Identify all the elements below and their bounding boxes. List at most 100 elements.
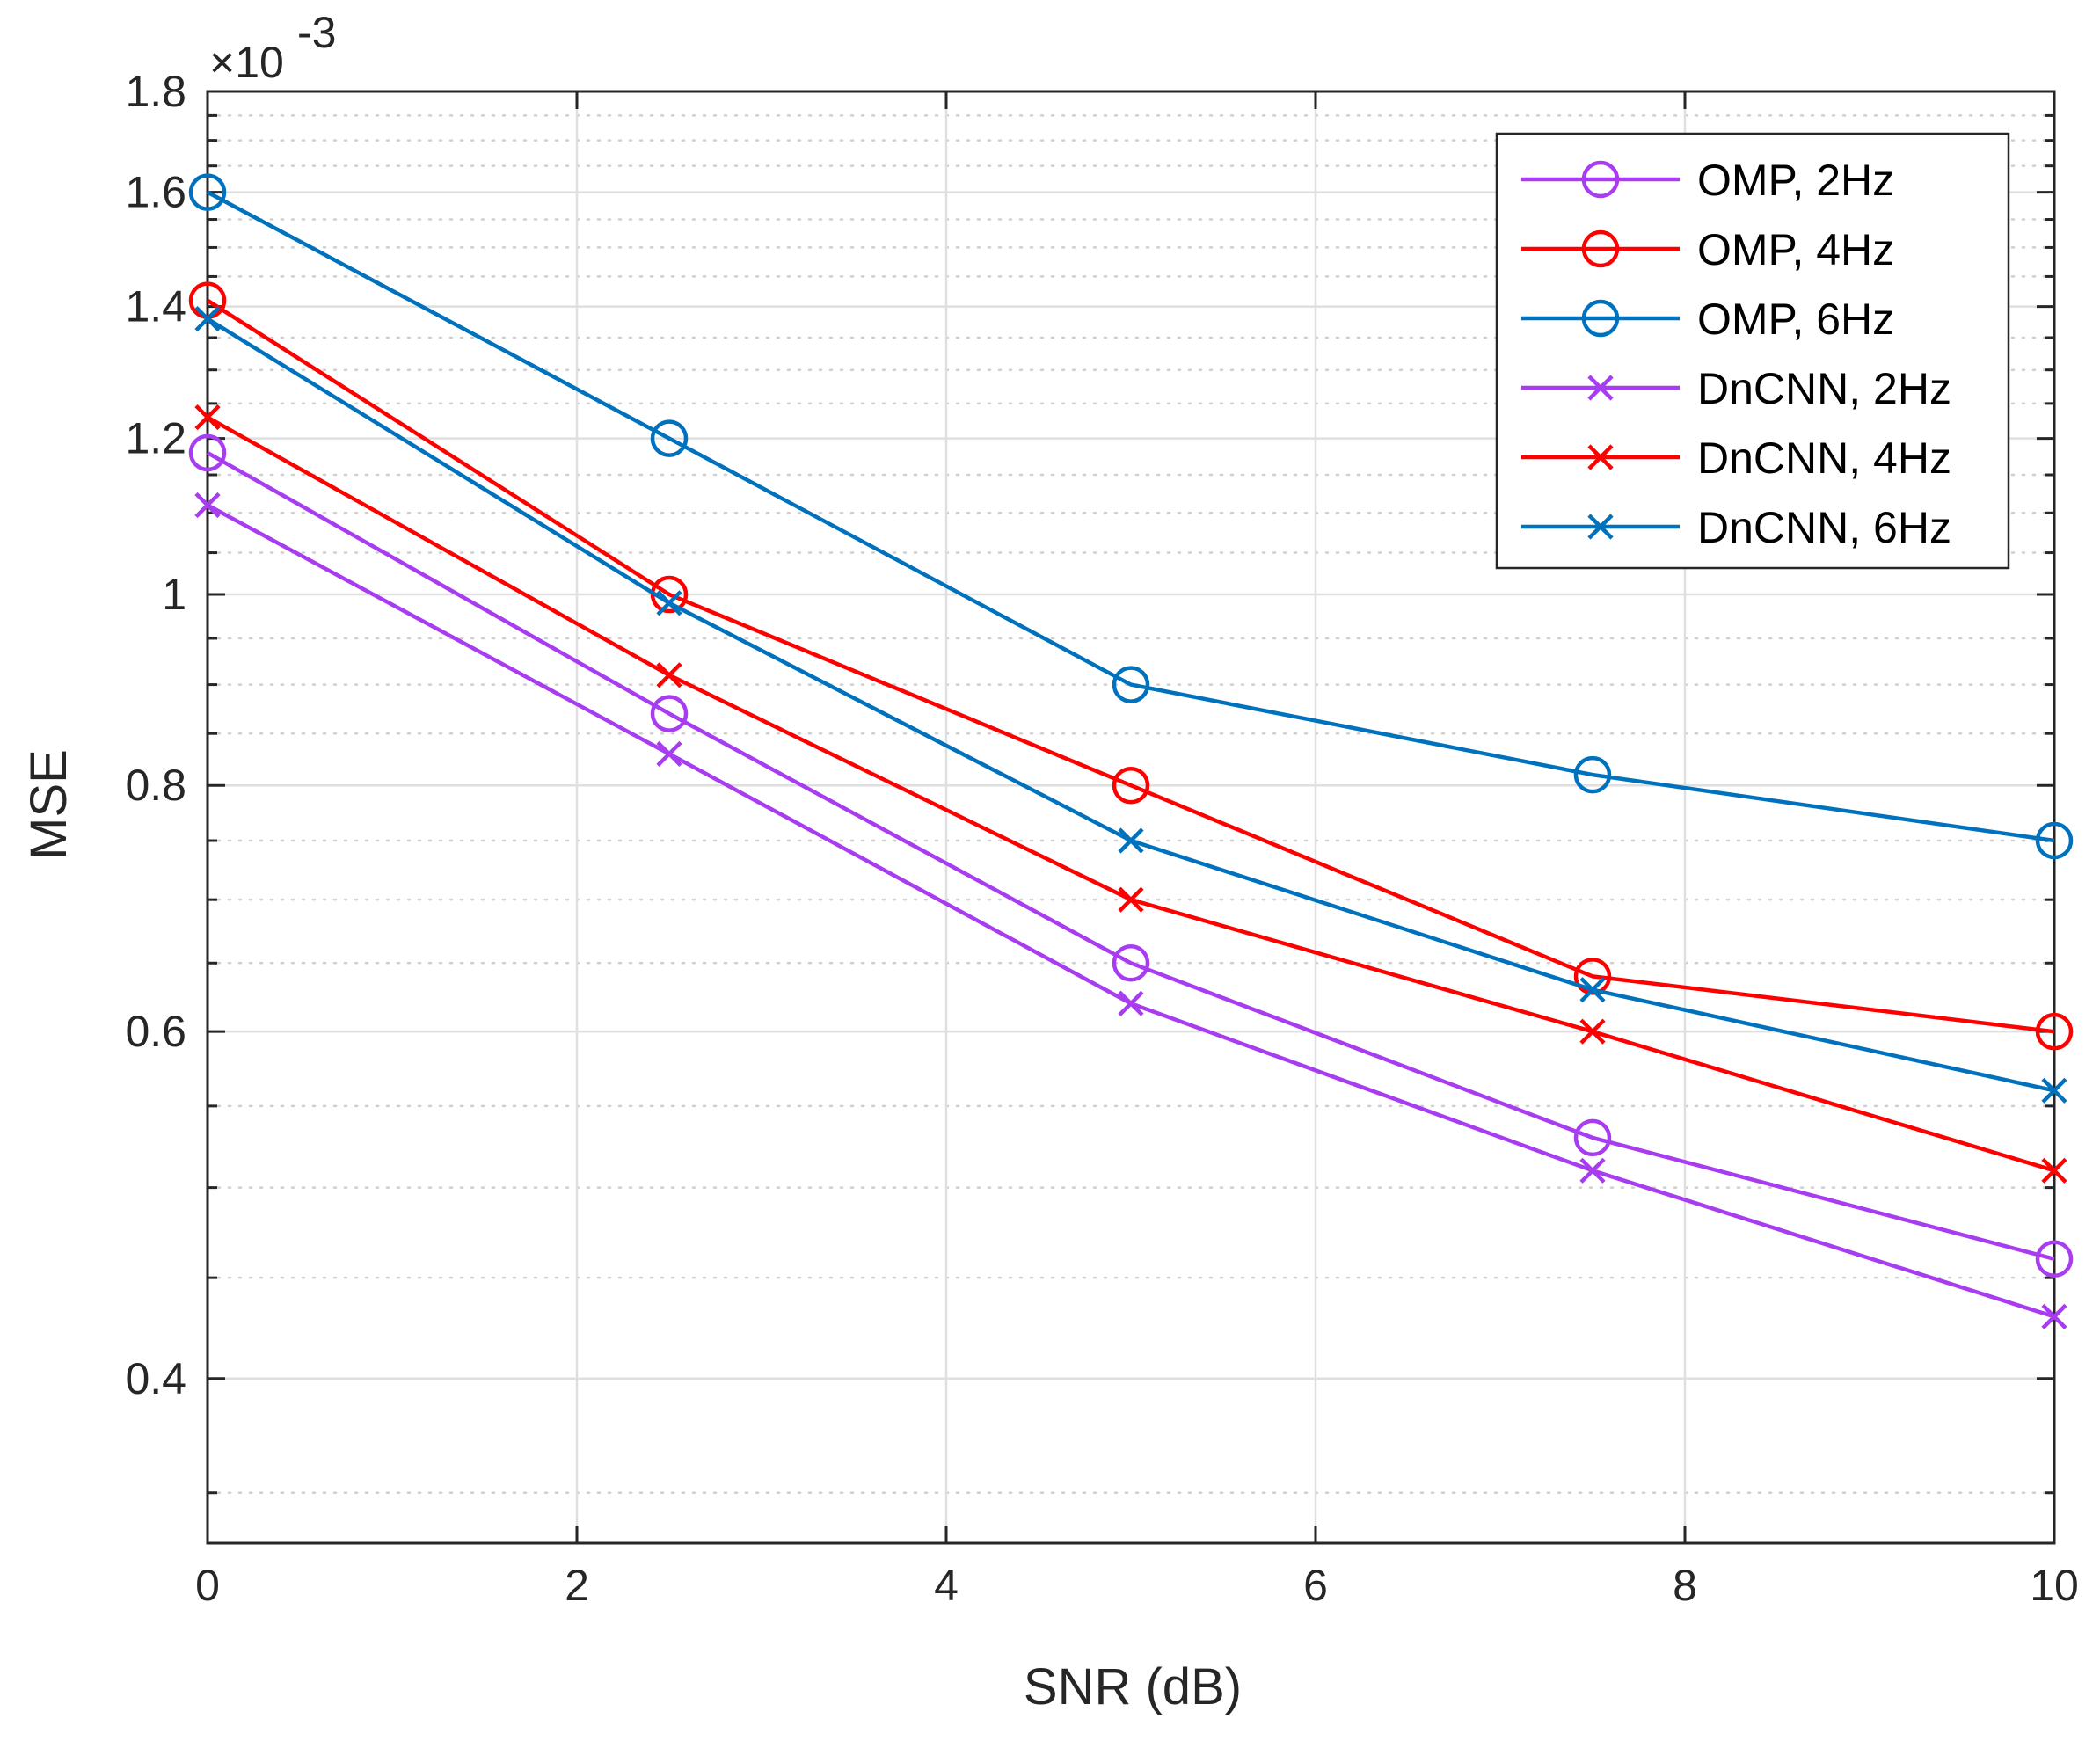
y-tick-label: 0.8 bbox=[125, 761, 186, 810]
legend-marker bbox=[1587, 444, 1614, 470]
y-tick-label: 1.4 bbox=[125, 282, 186, 331]
x-marker-stroke bbox=[656, 740, 682, 767]
data-point bbox=[188, 433, 227, 472]
plot-frame bbox=[206, 90, 2056, 1545]
data-point bbox=[2041, 1303, 2067, 1329]
x-marker-stroke bbox=[2041, 1077, 2067, 1104]
plot-area-border bbox=[206, 90, 2056, 1545]
x-tick-label: 2 bbox=[565, 1561, 589, 1610]
data-point bbox=[1579, 977, 1606, 1003]
legend-label: DnCNN, 2Hz bbox=[1697, 364, 1951, 413]
data-point bbox=[1573, 958, 1612, 995]
x-marker-stroke bbox=[194, 305, 221, 332]
data-point bbox=[1112, 766, 1150, 805]
y-exponent-power: -3 bbox=[297, 8, 336, 57]
x-tick-label: 0 bbox=[195, 1561, 220, 1610]
y-axis-title: MSE bbox=[20, 749, 77, 860]
series-omp-4hz bbox=[188, 281, 2074, 1051]
data-point bbox=[2035, 1012, 2074, 1051]
y-tick-label: 0.4 bbox=[125, 1354, 186, 1403]
legend-entry: DnCNN, 4Hz bbox=[1521, 433, 1951, 483]
x-tick-label: 10 bbox=[2030, 1561, 2079, 1610]
legend-marker bbox=[1581, 299, 1620, 338]
data-point bbox=[650, 419, 689, 457]
series-omp-6hz bbox=[188, 173, 2074, 860]
legend-marker bbox=[1581, 229, 1620, 268]
legend: OMP, 2Hz OMP, 4Hz OMP, 6Hz DnCNN, 2Hz DnCNN,… bbox=[1495, 132, 2010, 570]
y-tick-label: 1.2 bbox=[125, 414, 186, 463]
data-point bbox=[1573, 755, 1612, 794]
legend-marker bbox=[1587, 375, 1614, 401]
data-point bbox=[1573, 1118, 1612, 1157]
x-marker-stroke bbox=[1579, 1157, 1606, 1184]
data-point bbox=[1118, 886, 1144, 913]
data-point bbox=[1112, 944, 1150, 982]
x-marker-stroke bbox=[656, 590, 682, 616]
data-point bbox=[194, 492, 221, 519]
data-point bbox=[188, 173, 227, 211]
legend-box bbox=[1495, 132, 2010, 570]
x-marker-stroke bbox=[1587, 514, 1614, 540]
x-marker-stroke bbox=[1579, 1018, 1606, 1045]
data-point bbox=[1579, 1157, 1606, 1184]
x-marker-stroke bbox=[1118, 827, 1144, 854]
series-line bbox=[206, 298, 2055, 1034]
legend-marker bbox=[1581, 160, 1620, 199]
data-point bbox=[656, 590, 682, 616]
series-line bbox=[206, 190, 2055, 843]
x-marker-stroke bbox=[2041, 1303, 2067, 1329]
x-marker-stroke bbox=[194, 492, 221, 519]
x-marker-stroke bbox=[1118, 990, 1144, 1016]
data-point bbox=[650, 695, 689, 732]
x-marker-stroke bbox=[1579, 977, 1606, 1003]
x-axis-title: SNR (dB) bbox=[1024, 1658, 1242, 1716]
series-dncnn-6hz bbox=[194, 305, 2067, 1104]
data-point bbox=[2035, 1240, 2074, 1278]
series-dncnn-4hz bbox=[194, 404, 2067, 1184]
data-point bbox=[656, 740, 682, 767]
legend-label: OMP, 2Hz bbox=[1697, 156, 1894, 205]
legend-marker bbox=[1587, 514, 1614, 540]
x-tick-label: 8 bbox=[1673, 1561, 1697, 1610]
data-point bbox=[1118, 827, 1144, 854]
data-point bbox=[194, 305, 221, 332]
tick-labels: 0 2 4 6 8 10 0.4 0.6 0.8 1 1.2 1.4 1.6 1.8 bbox=[125, 67, 2078, 1610]
series-omp-2hz bbox=[188, 433, 2074, 1278]
data-point bbox=[194, 404, 221, 431]
series-dncnn-2hz bbox=[194, 492, 2067, 1329]
x-tick-label: 6 bbox=[1303, 1561, 1328, 1610]
y-exponent-label: ×10 -3 bbox=[209, 8, 336, 87]
legend-entry: OMP, 6Hz bbox=[1521, 295, 1894, 344]
data-point bbox=[1112, 666, 1150, 703]
legend-label: OMP, 4Hz bbox=[1697, 225, 1894, 274]
data-point bbox=[2041, 1157, 2067, 1184]
legend-label: OMP, 6Hz bbox=[1697, 295, 1894, 344]
x-tick-label: 4 bbox=[934, 1561, 959, 1610]
data-point bbox=[656, 662, 682, 688]
legend-label: DnCNN, 4Hz bbox=[1697, 433, 1951, 483]
y-exponent-base: ×10 bbox=[209, 38, 284, 87]
x-marker-stroke bbox=[194, 404, 221, 431]
legend-entry: OMP, 2Hz bbox=[1521, 156, 1894, 205]
x-marker-stroke bbox=[1587, 444, 1614, 470]
x-marker-stroke bbox=[1118, 886, 1144, 913]
series-line bbox=[206, 451, 2055, 1261]
legend-entry: DnCNN, 6Hz bbox=[1521, 503, 1951, 552]
legend-label: DnCNN, 6Hz bbox=[1697, 503, 1951, 552]
y-tick-label: 1.8 bbox=[125, 67, 186, 116]
y-tick-label: 0.6 bbox=[125, 1007, 186, 1056]
y-tick-label: 1 bbox=[162, 570, 186, 619]
x-marker-stroke bbox=[1587, 375, 1614, 401]
series-layer bbox=[188, 173, 2074, 1329]
data-point bbox=[2041, 1077, 2067, 1104]
data-point bbox=[2035, 821, 2074, 860]
x-marker-stroke bbox=[2041, 1157, 2067, 1184]
y-tick-label: 1.6 bbox=[125, 168, 186, 217]
data-point bbox=[1579, 1018, 1606, 1045]
legend-entry: DnCNN, 2Hz bbox=[1521, 364, 1951, 413]
legend-entry: OMP, 4Hz bbox=[1521, 225, 1894, 274]
data-point bbox=[1118, 990, 1144, 1016]
x-marker-stroke bbox=[656, 662, 682, 688]
